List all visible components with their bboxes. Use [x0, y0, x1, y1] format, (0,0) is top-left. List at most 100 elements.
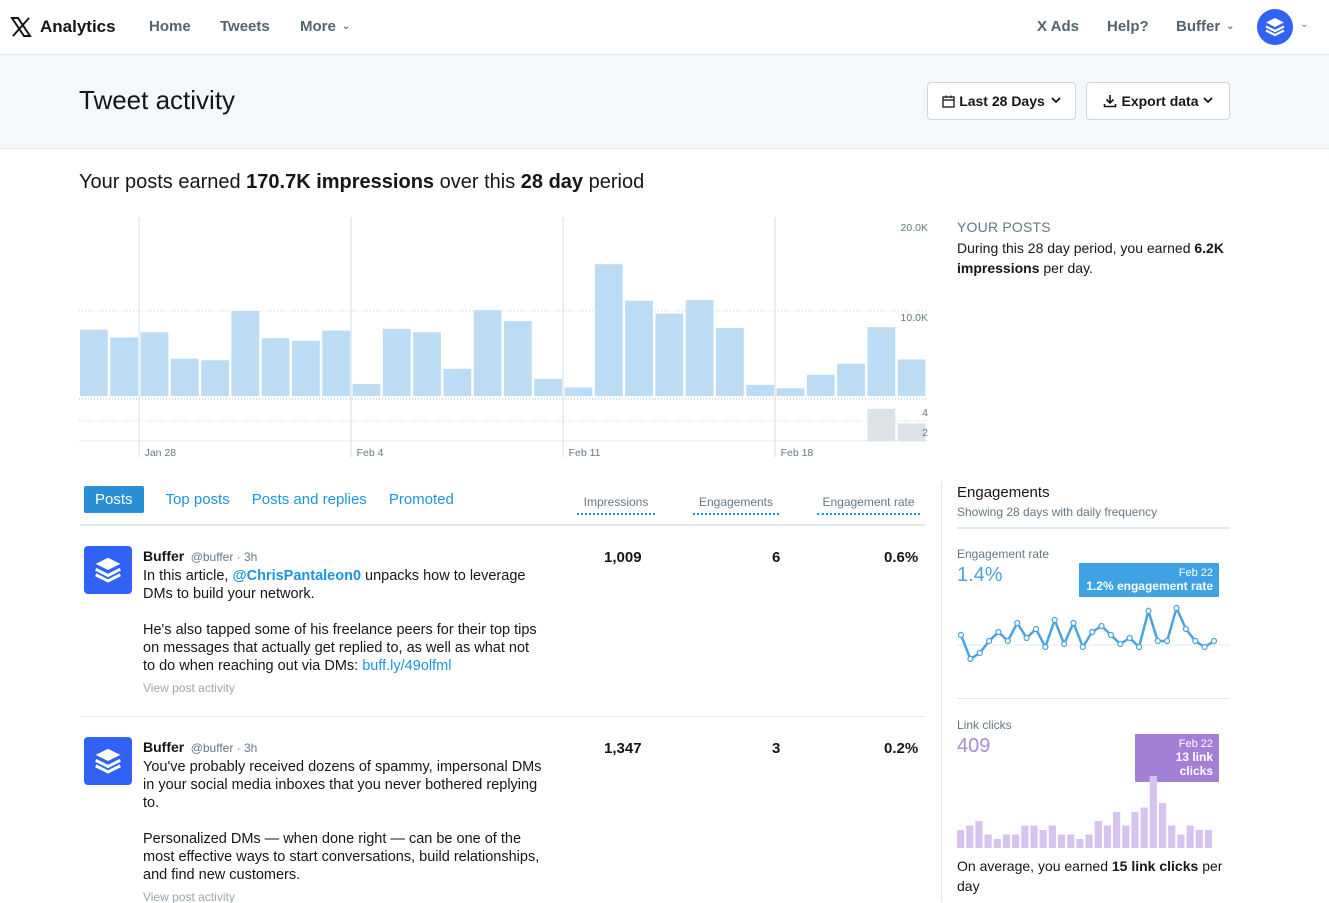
- engagement-rate-point: [1042, 643, 1049, 651]
- nav-home[interactable]: Home: [149, 18, 191, 35]
- brand[interactable]: Analytics: [10, 14, 116, 40]
- chart-bar: [655, 313, 684, 396]
- engagement-rate-point: [1098, 622, 1105, 630]
- chevron-down-icon: [1051, 96, 1061, 107]
- page-header: Tweet activity Last 28 Days Export data: [0, 55, 1329, 149]
- tweet-paragraph: He's also tapped some of his freelance p…: [143, 621, 543, 675]
- chart-bar: [716, 328, 744, 396]
- nav-more-label: More: [300, 18, 336, 35]
- chart-bar: [806, 374, 835, 396]
- avatar[interactable]: [84, 737, 132, 785]
- tweet-text: In this article, @ChrisPantaleon0 unpack…: [143, 567, 543, 675]
- engagement-rate-point: [1201, 643, 1208, 651]
- tab-promoted[interactable]: Promoted: [388, 491, 454, 508]
- link-clicks-bar: [993, 839, 1001, 848]
- impressions-summary: Your posts earned 170.7K impressions ove…: [79, 171, 644, 194]
- engagement-rate-point: [1032, 625, 1040, 633]
- tooltip-text: 13 link clicks: [1175, 750, 1213, 778]
- engagement-rate-point: [1023, 634, 1030, 642]
- chevron-down-icon: ⌄: [341, 21, 351, 32]
- avatar[interactable]: [1257, 9, 1293, 45]
- tweet-author[interactable]: Buffer: [143, 739, 185, 755]
- engagement-rate-point: [1126, 634, 1133, 642]
- chart-bar: [292, 340, 320, 396]
- tweet-engagements: 6: [772, 549, 781, 566]
- chart-bar: [261, 338, 290, 396]
- column-engagements[interactable]: Engagements: [693, 495, 779, 515]
- export-data-button[interactable]: Export data: [1086, 82, 1230, 120]
- nav-tweets[interactable]: Tweets: [220, 18, 270, 35]
- tweet-paragraph: You've probably received dozens of spamm…: [143, 759, 542, 811]
- chevron-down-icon[interactable]: ⌄: [1300, 19, 1309, 30]
- engagement-rate-point: [1135, 643, 1143, 651]
- side-divider: [941, 482, 942, 902]
- tweet-mention[interactable]: @ChrisPantaleon0: [232, 568, 362, 584]
- chart-bar: [746, 384, 775, 396]
- tab-posts[interactable]: Posts: [84, 486, 144, 513]
- chart-bar: [504, 321, 532, 396]
- nav-more[interactable]: More ⌄: [300, 18, 350, 35]
- chart-bar: [594, 264, 623, 396]
- nav-help[interactable]: Help?: [1107, 18, 1149, 35]
- link-clicks-value: 409: [957, 735, 991, 757]
- tweet-link[interactable]: buff.ly/49olfml: [362, 658, 452, 674]
- chart-bar: [140, 332, 169, 396]
- chart-bar: [322, 330, 351, 396]
- tweet-text: You've probably received dozens of spamm…: [143, 758, 543, 884]
- tweet-author[interactable]: Buffer: [143, 548, 185, 564]
- engagement-rate-point: [1051, 616, 1058, 624]
- link-clicks-bar: [1177, 834, 1185, 848]
- link-clicks-bar: [1012, 834, 1020, 848]
- column-engagement-rate[interactable]: Engagement rate: [817, 495, 920, 515]
- your-posts-value: 6.2K: [1194, 240, 1224, 256]
- tab-posts-and-replies[interactable]: Posts and replies: [251, 491, 367, 508]
- engagement-rate-point: [967, 655, 974, 663]
- view-post-activity-link[interactable]: View post activity: [143, 681, 235, 695]
- link-clicks-bar: [1094, 821, 1102, 848]
- tweet-text-suffix: unpacks how to leverage DMs to build you…: [143, 568, 526, 602]
- x-tick-label: Feb 18: [781, 447, 814, 459]
- avatar[interactable]: [84, 546, 132, 594]
- engagement-rate-point: [1060, 640, 1068, 648]
- nav-account[interactable]: Buffer ⌄: [1176, 18, 1235, 35]
- export-label: Export data: [1121, 93, 1199, 109]
- tweet-header: Buffer @buffer · 3h: [143, 548, 543, 566]
- link-clicks-average: On average, you earned 15 link clicks pe…: [957, 856, 1237, 896]
- chart-bar: [170, 358, 199, 396]
- chart-bar: [201, 360, 229, 396]
- column-impressions[interactable]: Impressions: [577, 495, 655, 515]
- link-clicks-bar: [975, 821, 983, 848]
- engagement-rate-point: [1014, 619, 1021, 627]
- date-range-button[interactable]: Last 28 Days: [927, 82, 1076, 120]
- engagements-divider: [957, 527, 1230, 529]
- link-clicks-bar: [1204, 830, 1212, 848]
- chart-bar: [837, 363, 865, 396]
- link-clicks-bar: [1021, 825, 1029, 848]
- link-clicks-bar: [1186, 825, 1194, 848]
- view-post-activity-link[interactable]: View post activity: [143, 890, 235, 903]
- engagement-rate-point: [1182, 625, 1189, 633]
- tweet-engagements: 3: [772, 740, 781, 757]
- chart-bar: [867, 327, 896, 396]
- download-icon: [1103, 94, 1117, 108]
- engagement-rate-value: 1.4%: [957, 564, 1003, 586]
- nav-x-ads[interactable]: X Ads: [1037, 18, 1079, 35]
- chart-bar: [413, 332, 441, 396]
- tab-top-posts[interactable]: Top posts: [165, 491, 230, 508]
- row-divider: [80, 716, 925, 717]
- link-clicks-bar: [1048, 825, 1056, 848]
- engagement-rate-point: [1070, 619, 1077, 627]
- chart-bar: [564, 387, 593, 396]
- table-row[interactable]: Buffer @buffer · 3h You've probably rece…: [80, 737, 925, 903]
- engagement-rate-label: Engagement rate: [957, 547, 1050, 561]
- tweet-engagement-rate: 0.6%: [884, 549, 919, 566]
- engagement-rate-point: [1173, 604, 1180, 612]
- link-clicks-bar: [1149, 776, 1157, 848]
- your-posts-suffix: per day.: [1043, 260, 1093, 276]
- chart-bar: [80, 329, 108, 396]
- link-clicks-bar: [1122, 825, 1130, 848]
- tweet-impressions: 1,347: [604, 740, 642, 757]
- table-row[interactable]: Buffer @buffer · 3h In this article, @Ch…: [80, 546, 925, 716]
- chart-bar: [625, 300, 653, 396]
- tweet-paragraph: Personalized DMs — when done right — can…: [143, 831, 540, 883]
